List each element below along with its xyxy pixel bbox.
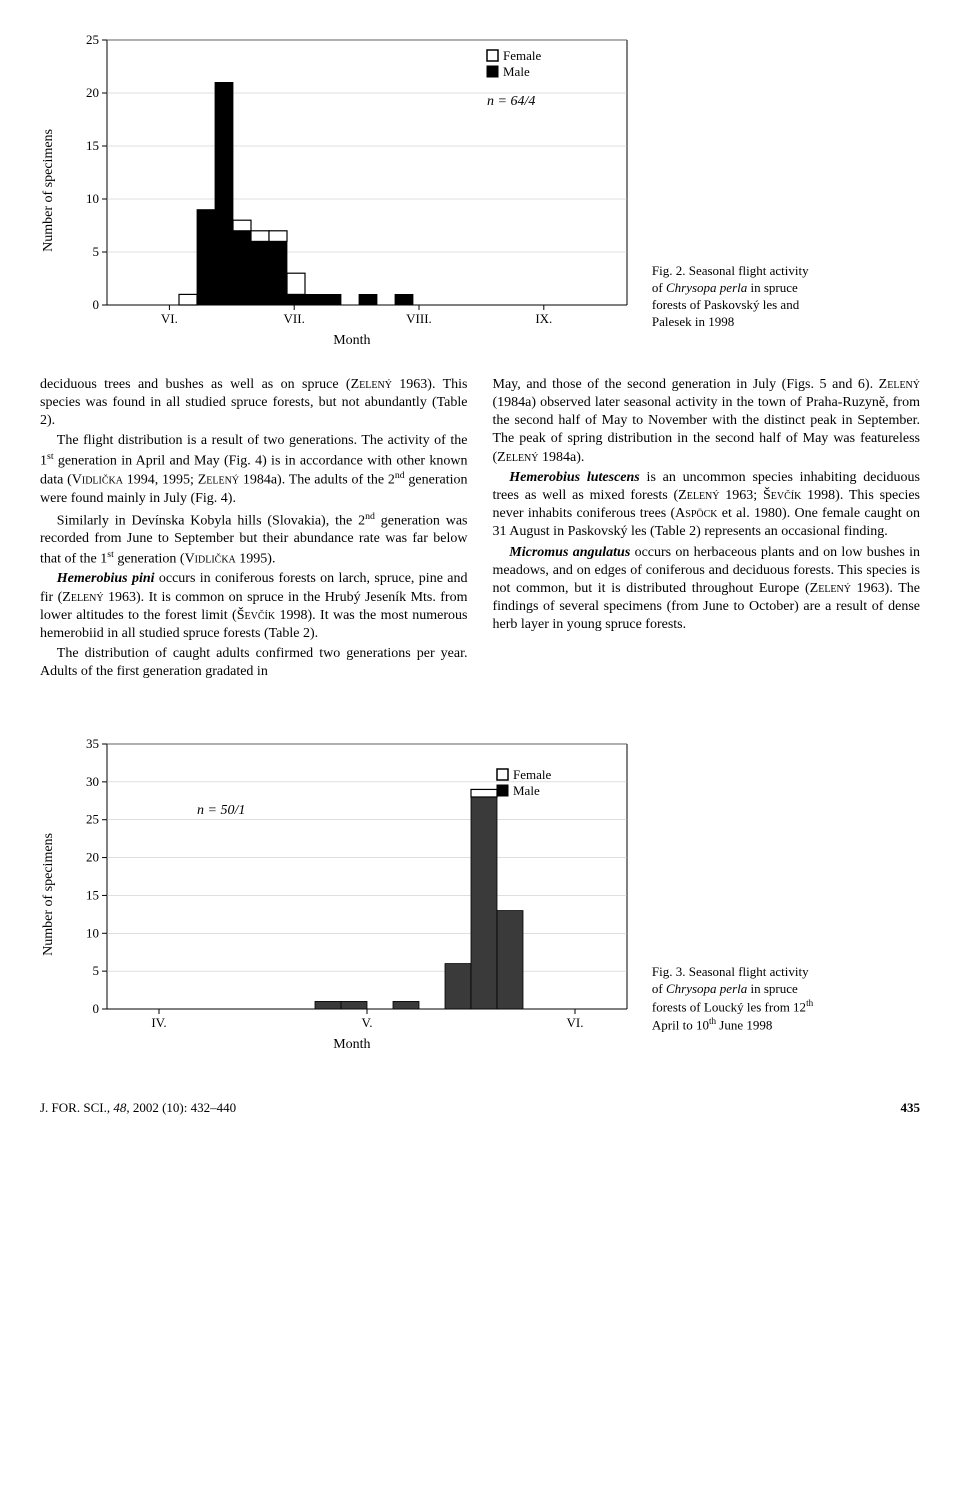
fig2-chart-container: 0 5 10 15 20 25 VI. VII. VIII. IX. FemaleMale n = 6… xyxy=(67,30,637,351)
fig2-chart-wrapper: Number of specimens 0 5 10 15 20 25 VI. VII. VII… xyxy=(40,30,637,351)
fig3-chart: 0 5 10 15 20 25 30 35 IV. V. VI. FemaleMale n = 50/1 xyxy=(67,734,637,1034)
svg-text:VII.: VII. xyxy=(283,311,304,326)
svg-text:VIII.: VIII. xyxy=(406,311,432,326)
fig3-chart-wrapper: Number of specimens 0 5 10 15 20 25 30 35 IV. V. V… xyxy=(40,734,637,1055)
paragraph: The distribution of caught adults confir… xyxy=(40,645,468,681)
svg-text:10: 10 xyxy=(86,191,99,206)
left-column: deciduous trees and bushes as well as on… xyxy=(40,376,468,684)
svg-text:Male: Male xyxy=(513,783,540,798)
paragraph: May, and those of the second generation … xyxy=(493,376,921,467)
fig3-chart-container: 0 5 10 15 20 25 30 35 IV. V. VI. FemaleMale n = 50/1… xyxy=(67,734,637,1055)
fig2-xlabel: Month xyxy=(333,332,370,351)
footer-page-number: 435 xyxy=(901,1099,921,1117)
footer-left: J. FOR. SCI., 48, 2002 (10): 432–440 xyxy=(40,1099,236,1117)
fig2-chart: 0 5 10 15 20 25 VI. VII. VIII. IX. FemaleMale n = 6… xyxy=(67,30,637,330)
paragraph: The flight distribution is a result of t… xyxy=(40,432,468,508)
svg-text:20: 20 xyxy=(86,85,99,100)
svg-text:IX.: IX. xyxy=(535,311,552,326)
svg-text:10: 10 xyxy=(86,925,99,940)
svg-text:VI.: VI. xyxy=(161,311,178,326)
fig3-xlabel: Month xyxy=(333,1036,370,1055)
svg-text:25: 25 xyxy=(86,811,99,826)
svg-text:Female: Female xyxy=(503,48,541,63)
fig3-caption: Fig. 3. Seasonal flight activity of Chry… xyxy=(652,964,822,1054)
svg-text:Male: Male xyxy=(503,64,530,79)
svg-text:0: 0 xyxy=(92,1001,99,1016)
svg-text:VI.: VI. xyxy=(566,1015,583,1030)
paragraph: Micromus angulatus occurs on herbaceous … xyxy=(493,544,921,635)
svg-text:Female: Female xyxy=(513,767,551,782)
svg-text:25: 25 xyxy=(86,32,99,47)
svg-text:35: 35 xyxy=(86,736,99,751)
fig3-ylabel: Number of specimens xyxy=(40,833,59,956)
body-text: deciduous trees and bushes as well as on… xyxy=(40,376,920,684)
fig2-ylabel: Number of specimens xyxy=(40,129,59,252)
paragraph: Hemerobius pini occurs in coniferous for… xyxy=(40,570,468,643)
svg-text:n = 50/1: n = 50/1 xyxy=(197,803,245,818)
svg-text:15: 15 xyxy=(86,887,99,902)
svg-text:V.: V. xyxy=(361,1015,372,1030)
svg-text:5: 5 xyxy=(92,244,99,259)
svg-text:30: 30 xyxy=(86,773,99,788)
fig2-caption: Fig. 2. Seasonal flight activity of Chry… xyxy=(652,263,822,351)
paragraph: deciduous trees and bushes as well as on… xyxy=(40,376,468,431)
page-footer: J. FOR. SCI., 48, 2002 (10): 432–440 435 xyxy=(40,1099,920,1117)
right-column: May, and those of the second generation … xyxy=(493,376,921,684)
svg-text:IV.: IV. xyxy=(151,1015,166,1030)
svg-text:15: 15 xyxy=(86,138,99,153)
svg-text:20: 20 xyxy=(86,849,99,864)
svg-text:n = 64/4: n = 64/4 xyxy=(487,94,535,109)
figure-3: Number of specimens 0 5 10 15 20 25 30 35 IV. V. V… xyxy=(40,734,920,1055)
paragraph: Hemerobius lutescens is an uncommon spec… xyxy=(493,469,921,542)
svg-text:5: 5 xyxy=(92,963,99,978)
svg-text:0: 0 xyxy=(92,297,99,312)
figure-2: Number of specimens 0 5 10 15 20 25 VI. VII. VII… xyxy=(40,30,920,351)
paragraph: Similarly in Devínska Kobyla hills (Slov… xyxy=(40,511,468,569)
